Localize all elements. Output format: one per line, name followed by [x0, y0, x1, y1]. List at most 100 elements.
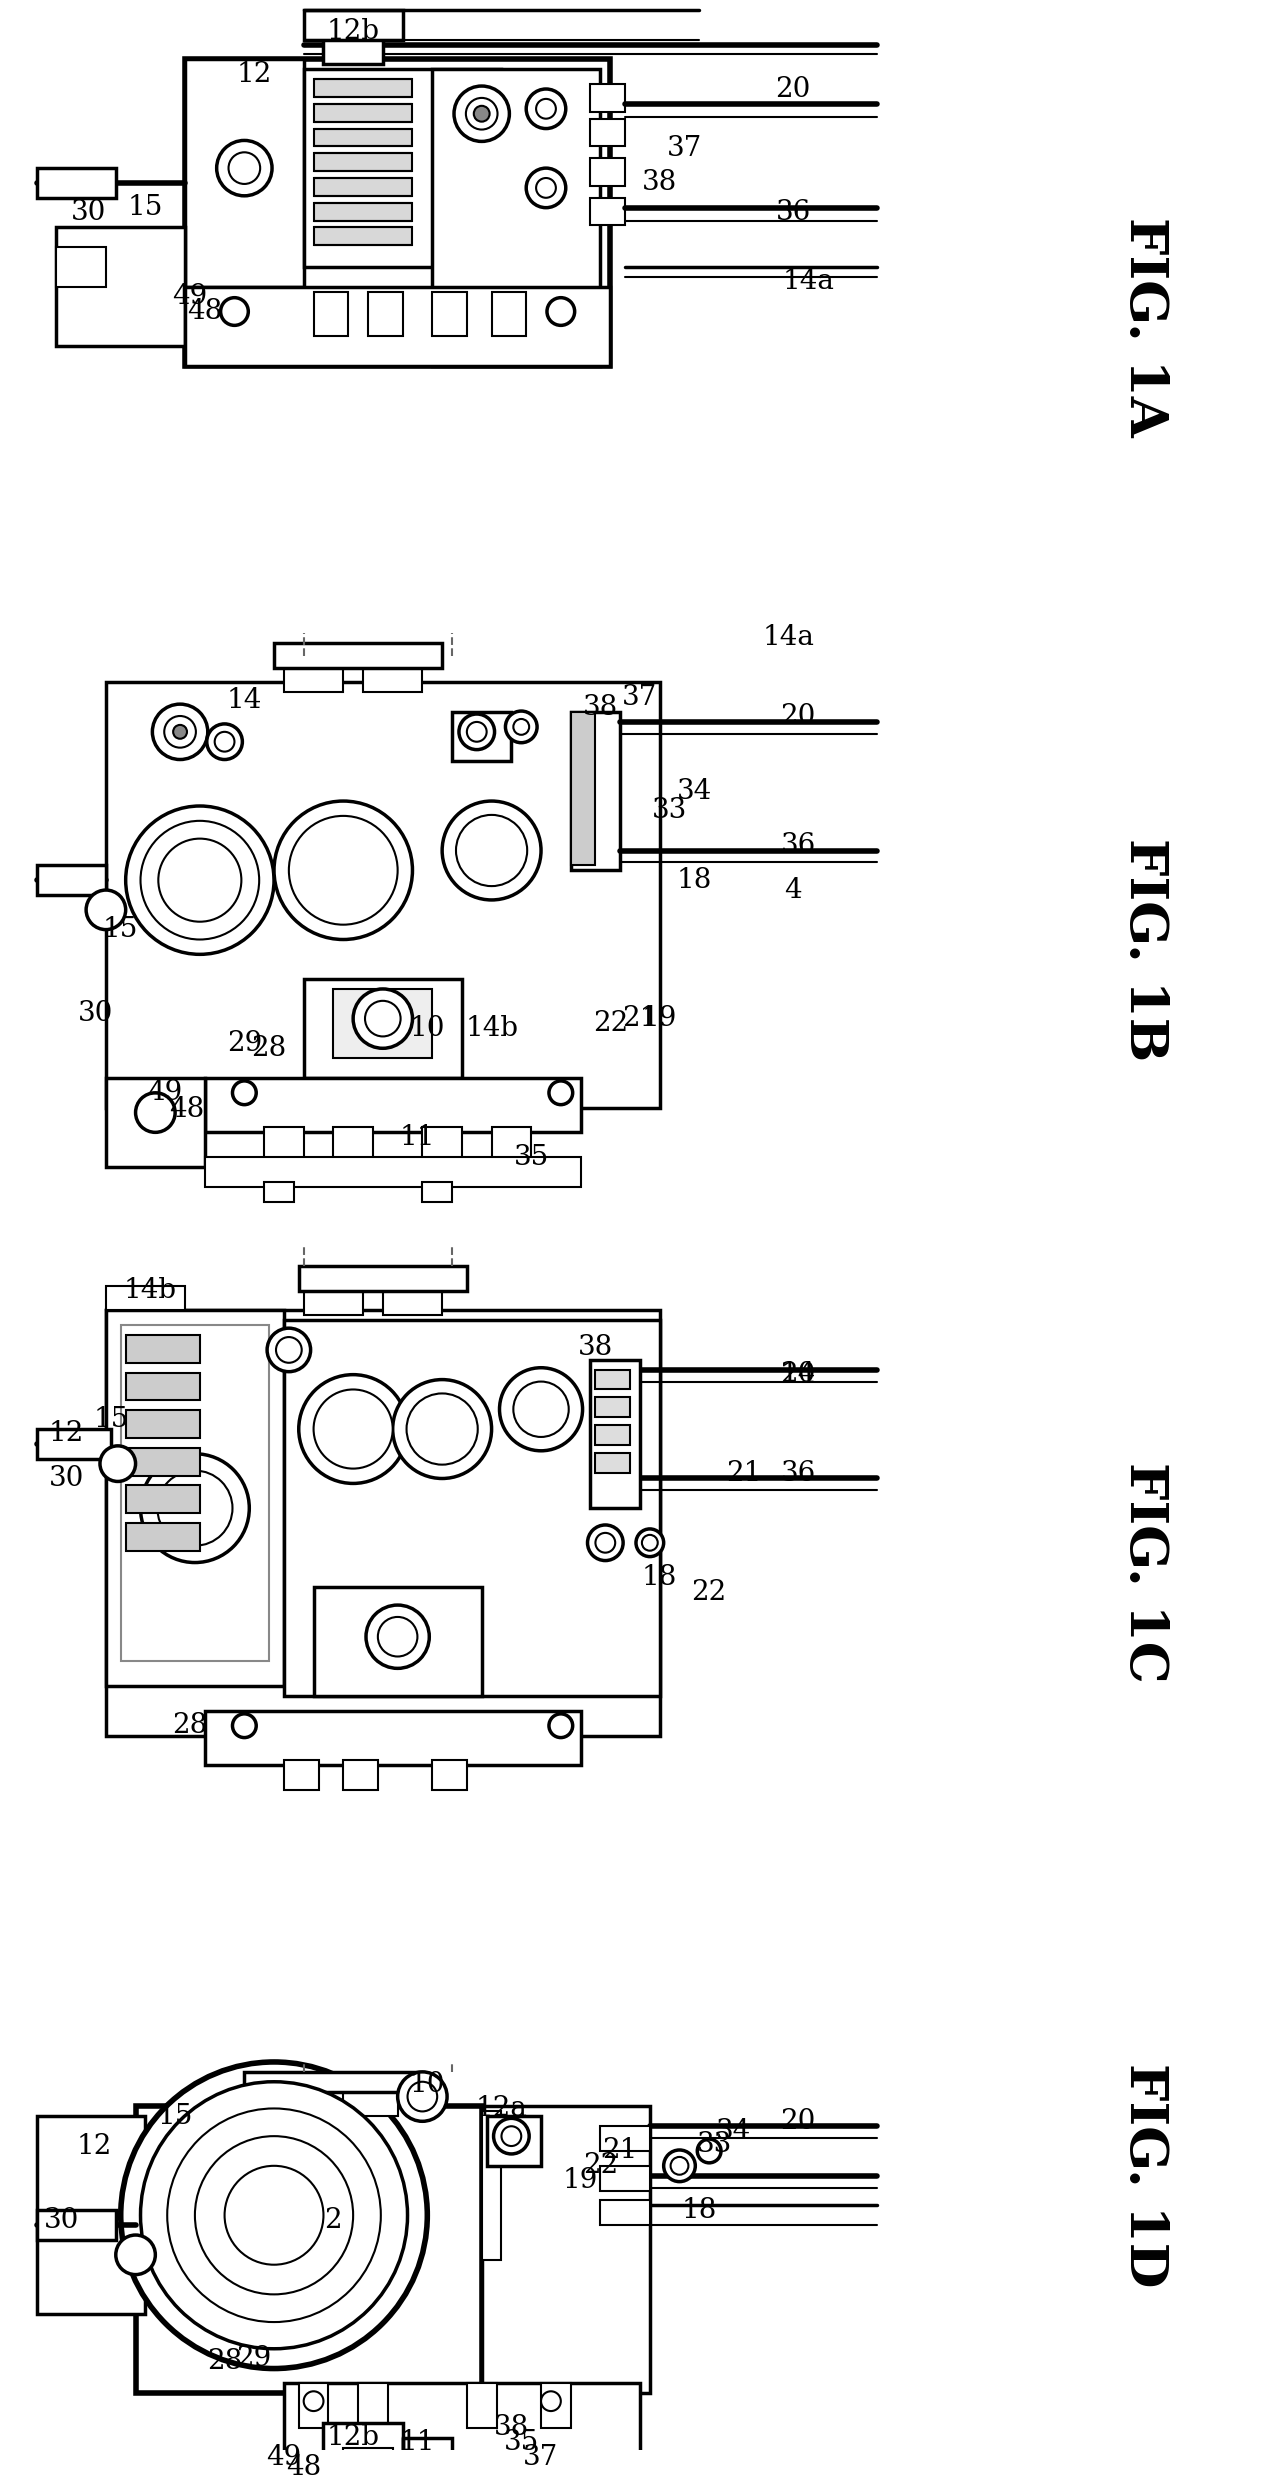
Circle shape — [304, 2390, 323, 2410]
Text: 49: 49 — [266, 2445, 302, 2472]
Bar — [107, 1077, 205, 1167]
Text: 12: 12 — [76, 2133, 112, 2160]
Circle shape — [221, 297, 249, 324]
Circle shape — [456, 815, 527, 887]
Bar — [313, 79, 412, 97]
Text: 30: 30 — [48, 1464, 84, 1491]
Bar — [304, 978, 462, 1077]
Circle shape — [596, 1533, 615, 1553]
Circle shape — [274, 800, 412, 939]
Circle shape — [467, 721, 487, 741]
Bar — [600, 2125, 649, 2150]
Circle shape — [393, 1380, 492, 1479]
Bar — [37, 2209, 115, 2239]
Bar — [541, 2383, 571, 2427]
Text: 38: 38 — [493, 2415, 529, 2442]
Text: 36: 36 — [776, 198, 810, 225]
Bar — [304, 69, 501, 268]
Bar — [591, 198, 625, 225]
Bar — [482, 2105, 649, 2393]
Text: 34: 34 — [677, 778, 711, 805]
Bar — [313, 154, 412, 171]
Bar — [245, 2071, 417, 2091]
Circle shape — [141, 1454, 250, 1563]
Bar — [185, 59, 304, 287]
Bar — [432, 69, 600, 367]
Text: 29: 29 — [237, 2346, 271, 2373]
Text: 21: 21 — [602, 2138, 638, 2165]
Text: FIG. 1C: FIG. 1C — [1118, 1461, 1170, 1682]
Circle shape — [120, 2061, 427, 2368]
Circle shape — [378, 1617, 417, 1657]
Circle shape — [407, 2081, 437, 2110]
Text: FIG. 1D: FIG. 1D — [1118, 2063, 1170, 2289]
Bar — [571, 711, 620, 869]
Text: 11: 11 — [399, 1125, 435, 1152]
Bar — [596, 1397, 630, 1417]
Bar — [363, 664, 422, 691]
Bar — [313, 104, 412, 121]
Circle shape — [465, 99, 497, 129]
Bar — [120, 1325, 269, 1662]
Text: 12b: 12b — [327, 2425, 379, 2452]
Circle shape — [157, 1471, 232, 1546]
Circle shape — [549, 1714, 573, 1736]
Bar — [358, 2383, 388, 2427]
Circle shape — [115, 2234, 156, 2274]
Circle shape — [141, 820, 259, 939]
Circle shape — [276, 1338, 302, 1362]
Bar — [304, 10, 402, 40]
Text: 12b: 12b — [327, 17, 379, 45]
Circle shape — [637, 1528, 663, 1556]
Circle shape — [207, 723, 242, 760]
Text: 14b: 14b — [124, 1278, 178, 1303]
Circle shape — [353, 988, 412, 1048]
Bar — [126, 1335, 200, 1362]
Text: 20: 20 — [776, 74, 812, 102]
Bar — [126, 1523, 200, 1551]
Bar — [596, 1454, 630, 1471]
Bar — [596, 1424, 630, 1444]
Text: 20: 20 — [781, 703, 815, 731]
Text: 19: 19 — [642, 1006, 677, 1033]
Circle shape — [366, 1605, 430, 1669]
Bar — [313, 292, 349, 337]
Text: 36: 36 — [781, 832, 815, 860]
Text: 33: 33 — [696, 2130, 732, 2157]
Circle shape — [501, 2125, 521, 2145]
Bar — [205, 1157, 581, 1186]
Text: FIG. 1B: FIG. 1B — [1118, 837, 1170, 1060]
Text: 38: 38 — [583, 694, 618, 721]
Circle shape — [167, 2108, 380, 2321]
Bar — [299, 2383, 328, 2427]
Bar — [571, 711, 596, 864]
Circle shape — [549, 1080, 573, 1105]
Bar — [492, 1127, 531, 1162]
Circle shape — [697, 2140, 721, 2162]
Bar — [451, 711, 511, 760]
Bar — [591, 119, 625, 146]
Circle shape — [526, 89, 566, 129]
Bar — [591, 84, 625, 111]
Text: 2: 2 — [325, 2207, 342, 2234]
Text: 4: 4 — [785, 877, 803, 904]
Circle shape — [136, 1092, 175, 1132]
Text: 28: 28 — [251, 1035, 287, 1063]
Bar — [487, 2115, 541, 2165]
Bar — [57, 248, 107, 287]
Text: 22: 22 — [592, 1011, 628, 1038]
Text: 22: 22 — [583, 2153, 618, 2180]
Bar — [313, 203, 412, 220]
Circle shape — [86, 889, 126, 929]
Circle shape — [126, 805, 274, 954]
Text: 15: 15 — [157, 2103, 193, 2130]
Circle shape — [493, 2118, 529, 2155]
Circle shape — [365, 1001, 401, 1035]
Text: 11: 11 — [399, 2430, 435, 2457]
Bar — [37, 864, 107, 894]
Text: 12: 12 — [237, 59, 271, 87]
Circle shape — [228, 151, 260, 183]
Text: 14b: 14b — [465, 1016, 519, 1043]
Bar — [284, 664, 344, 691]
Circle shape — [224, 2165, 323, 2264]
